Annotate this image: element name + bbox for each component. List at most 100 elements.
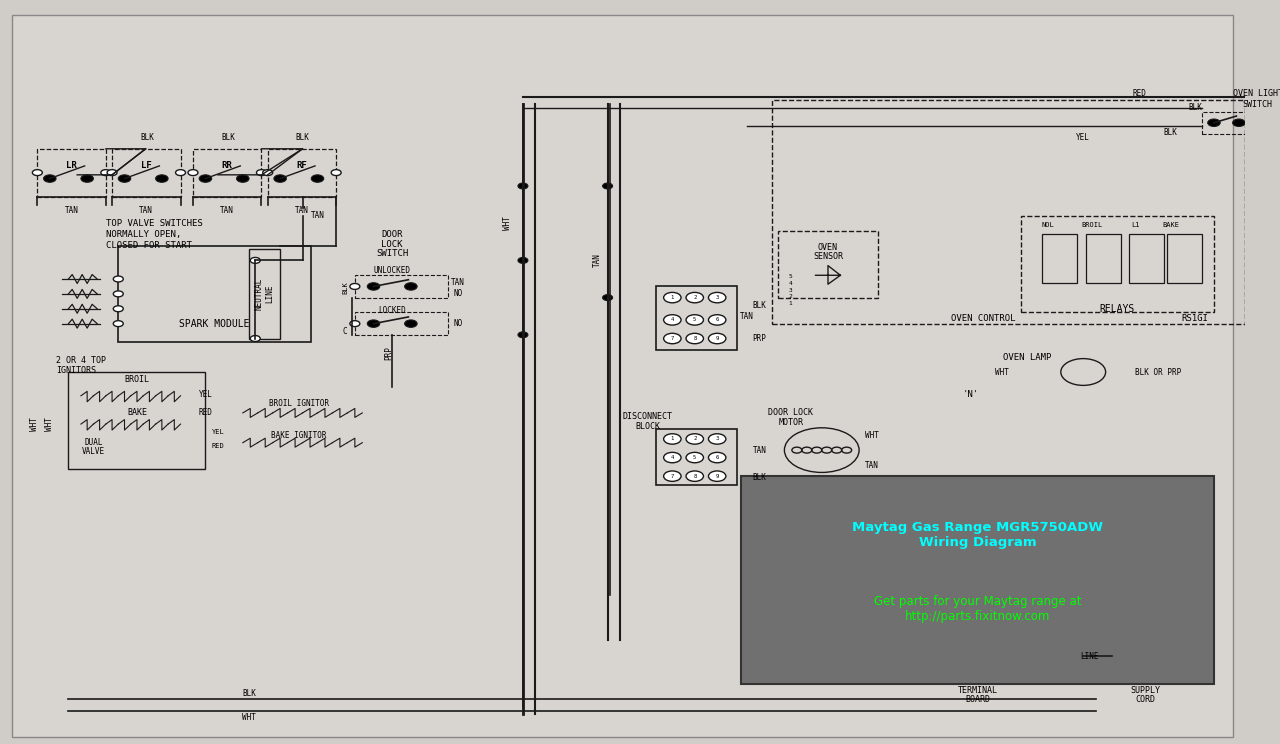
Bar [268, 149, 337, 197]
Bar [657, 286, 737, 350]
Text: BLK: BLK [1188, 103, 1202, 112]
Circle shape [603, 183, 613, 189]
Text: DOOR LOCK: DOOR LOCK [768, 408, 813, 417]
Bar [929, 636, 943, 670]
Text: LOCK: LOCK [381, 240, 403, 248]
Circle shape [518, 332, 527, 338]
Circle shape [708, 315, 726, 325]
Text: UNLOCKED: UNLOCKED [374, 266, 411, 275]
Circle shape [81, 175, 93, 182]
Text: TAN: TAN [294, 206, 308, 215]
Circle shape [262, 170, 273, 176]
Text: BROIL: BROIL [1082, 222, 1102, 228]
Circle shape [114, 306, 123, 312]
Text: BLK: BLK [753, 473, 767, 482]
Text: 1: 1 [788, 301, 792, 306]
Text: LOCKED: LOCKED [379, 306, 406, 315]
Text: TAN: TAN [864, 461, 878, 469]
Circle shape [251, 336, 260, 341]
Text: 2: 2 [788, 295, 792, 299]
Bar [250, 249, 280, 339]
Circle shape [114, 321, 123, 327]
Text: WHT: WHT [503, 217, 512, 230]
Text: TERMINAL: TERMINAL [957, 686, 997, 695]
Circle shape [1146, 649, 1165, 661]
Circle shape [332, 170, 342, 176]
Circle shape [686, 434, 704, 444]
Circle shape [518, 183, 527, 189]
Bar [906, 636, 922, 670]
Text: RR: RR [221, 161, 233, 170]
Circle shape [274, 175, 287, 182]
Text: NO: NO [453, 289, 463, 298]
Text: L1: L1 [1132, 222, 1139, 228]
Text: WHT: WHT [864, 431, 878, 440]
Text: RS1GI: RS1GI [1181, 314, 1208, 323]
Bar [193, 149, 261, 197]
Bar [657, 429, 737, 485]
Bar [872, 629, 1083, 677]
Circle shape [686, 452, 704, 463]
Text: TAN: TAN [740, 312, 754, 321]
Bar [778, 231, 878, 298]
Circle shape [101, 170, 111, 176]
FancyBboxPatch shape [741, 476, 1213, 684]
Text: BLK: BLK [242, 689, 256, 698]
Text: BLOCK: BLOCK [635, 422, 660, 431]
Text: 'N': 'N' [963, 390, 979, 399]
Text: 5: 5 [694, 455, 696, 460]
Text: WHT: WHT [996, 368, 1009, 376]
Circle shape [404, 320, 417, 327]
Circle shape [237, 175, 250, 182]
Text: 4: 4 [788, 281, 792, 286]
Text: BLK: BLK [221, 133, 234, 142]
Text: BLK: BLK [296, 133, 310, 142]
Text: BROIL: BROIL [124, 375, 150, 384]
Text: PRP: PRP [753, 334, 767, 343]
Text: PRP: PRP [384, 347, 393, 360]
Text: BAKE IGNITOR: BAKE IGNITOR [271, 431, 326, 440]
Bar [772, 100, 1245, 324]
Text: IGNITORS: IGNITORS [56, 366, 96, 375]
Text: Maytag Gas Range MGR5750ADW
Wiring Diagram: Maytag Gas Range MGR5750ADW Wiring Diagr… [852, 521, 1103, 549]
Bar [355, 312, 448, 335]
Bar [951, 636, 966, 670]
Bar [996, 636, 1011, 670]
Text: YEL: YEL [211, 429, 224, 434]
Text: 7: 7 [671, 336, 675, 341]
Circle shape [686, 333, 704, 344]
Text: 5: 5 [694, 318, 696, 322]
Text: BAKE: BAKE [127, 408, 147, 417]
Text: C: C [343, 327, 347, 336]
Text: TAN: TAN [452, 278, 465, 287]
Text: LINE: LINE [1080, 652, 1098, 661]
Text: 9: 9 [716, 336, 719, 341]
Text: RED: RED [198, 408, 212, 417]
Text: Get parts for your Maytag range at
http://parts.fixitnow.com: Get parts for your Maytag range at http:… [874, 595, 1082, 623]
Text: OVEN CONTROL: OVEN CONTROL [951, 314, 1016, 323]
Text: 8: 8 [694, 474, 696, 478]
Circle shape [188, 170, 198, 176]
Circle shape [518, 257, 527, 263]
Circle shape [1123, 649, 1143, 661]
Circle shape [114, 276, 123, 282]
Text: SPARK MODULE: SPARK MODULE [179, 318, 250, 329]
Circle shape [663, 452, 681, 463]
Text: WHT: WHT [45, 417, 54, 431]
Bar [1115, 632, 1170, 677]
Circle shape [1233, 119, 1245, 126]
Text: OVEN LAMP: OVEN LAMP [1004, 353, 1051, 362]
Text: VALVE: VALVE [82, 447, 105, 456]
Text: BLK: BLK [753, 301, 767, 310]
Text: BROIL IGNITOR: BROIL IGNITOR [269, 399, 329, 408]
Circle shape [708, 452, 726, 463]
Bar [1085, 234, 1120, 283]
Circle shape [311, 175, 324, 182]
Text: TAN: TAN [220, 206, 234, 215]
Circle shape [114, 291, 123, 297]
Circle shape [1258, 120, 1268, 126]
Bar [974, 636, 988, 670]
Text: YEL: YEL [198, 390, 212, 399]
Text: DUAL: DUAL [84, 438, 102, 447]
Text: TAN: TAN [593, 254, 602, 267]
